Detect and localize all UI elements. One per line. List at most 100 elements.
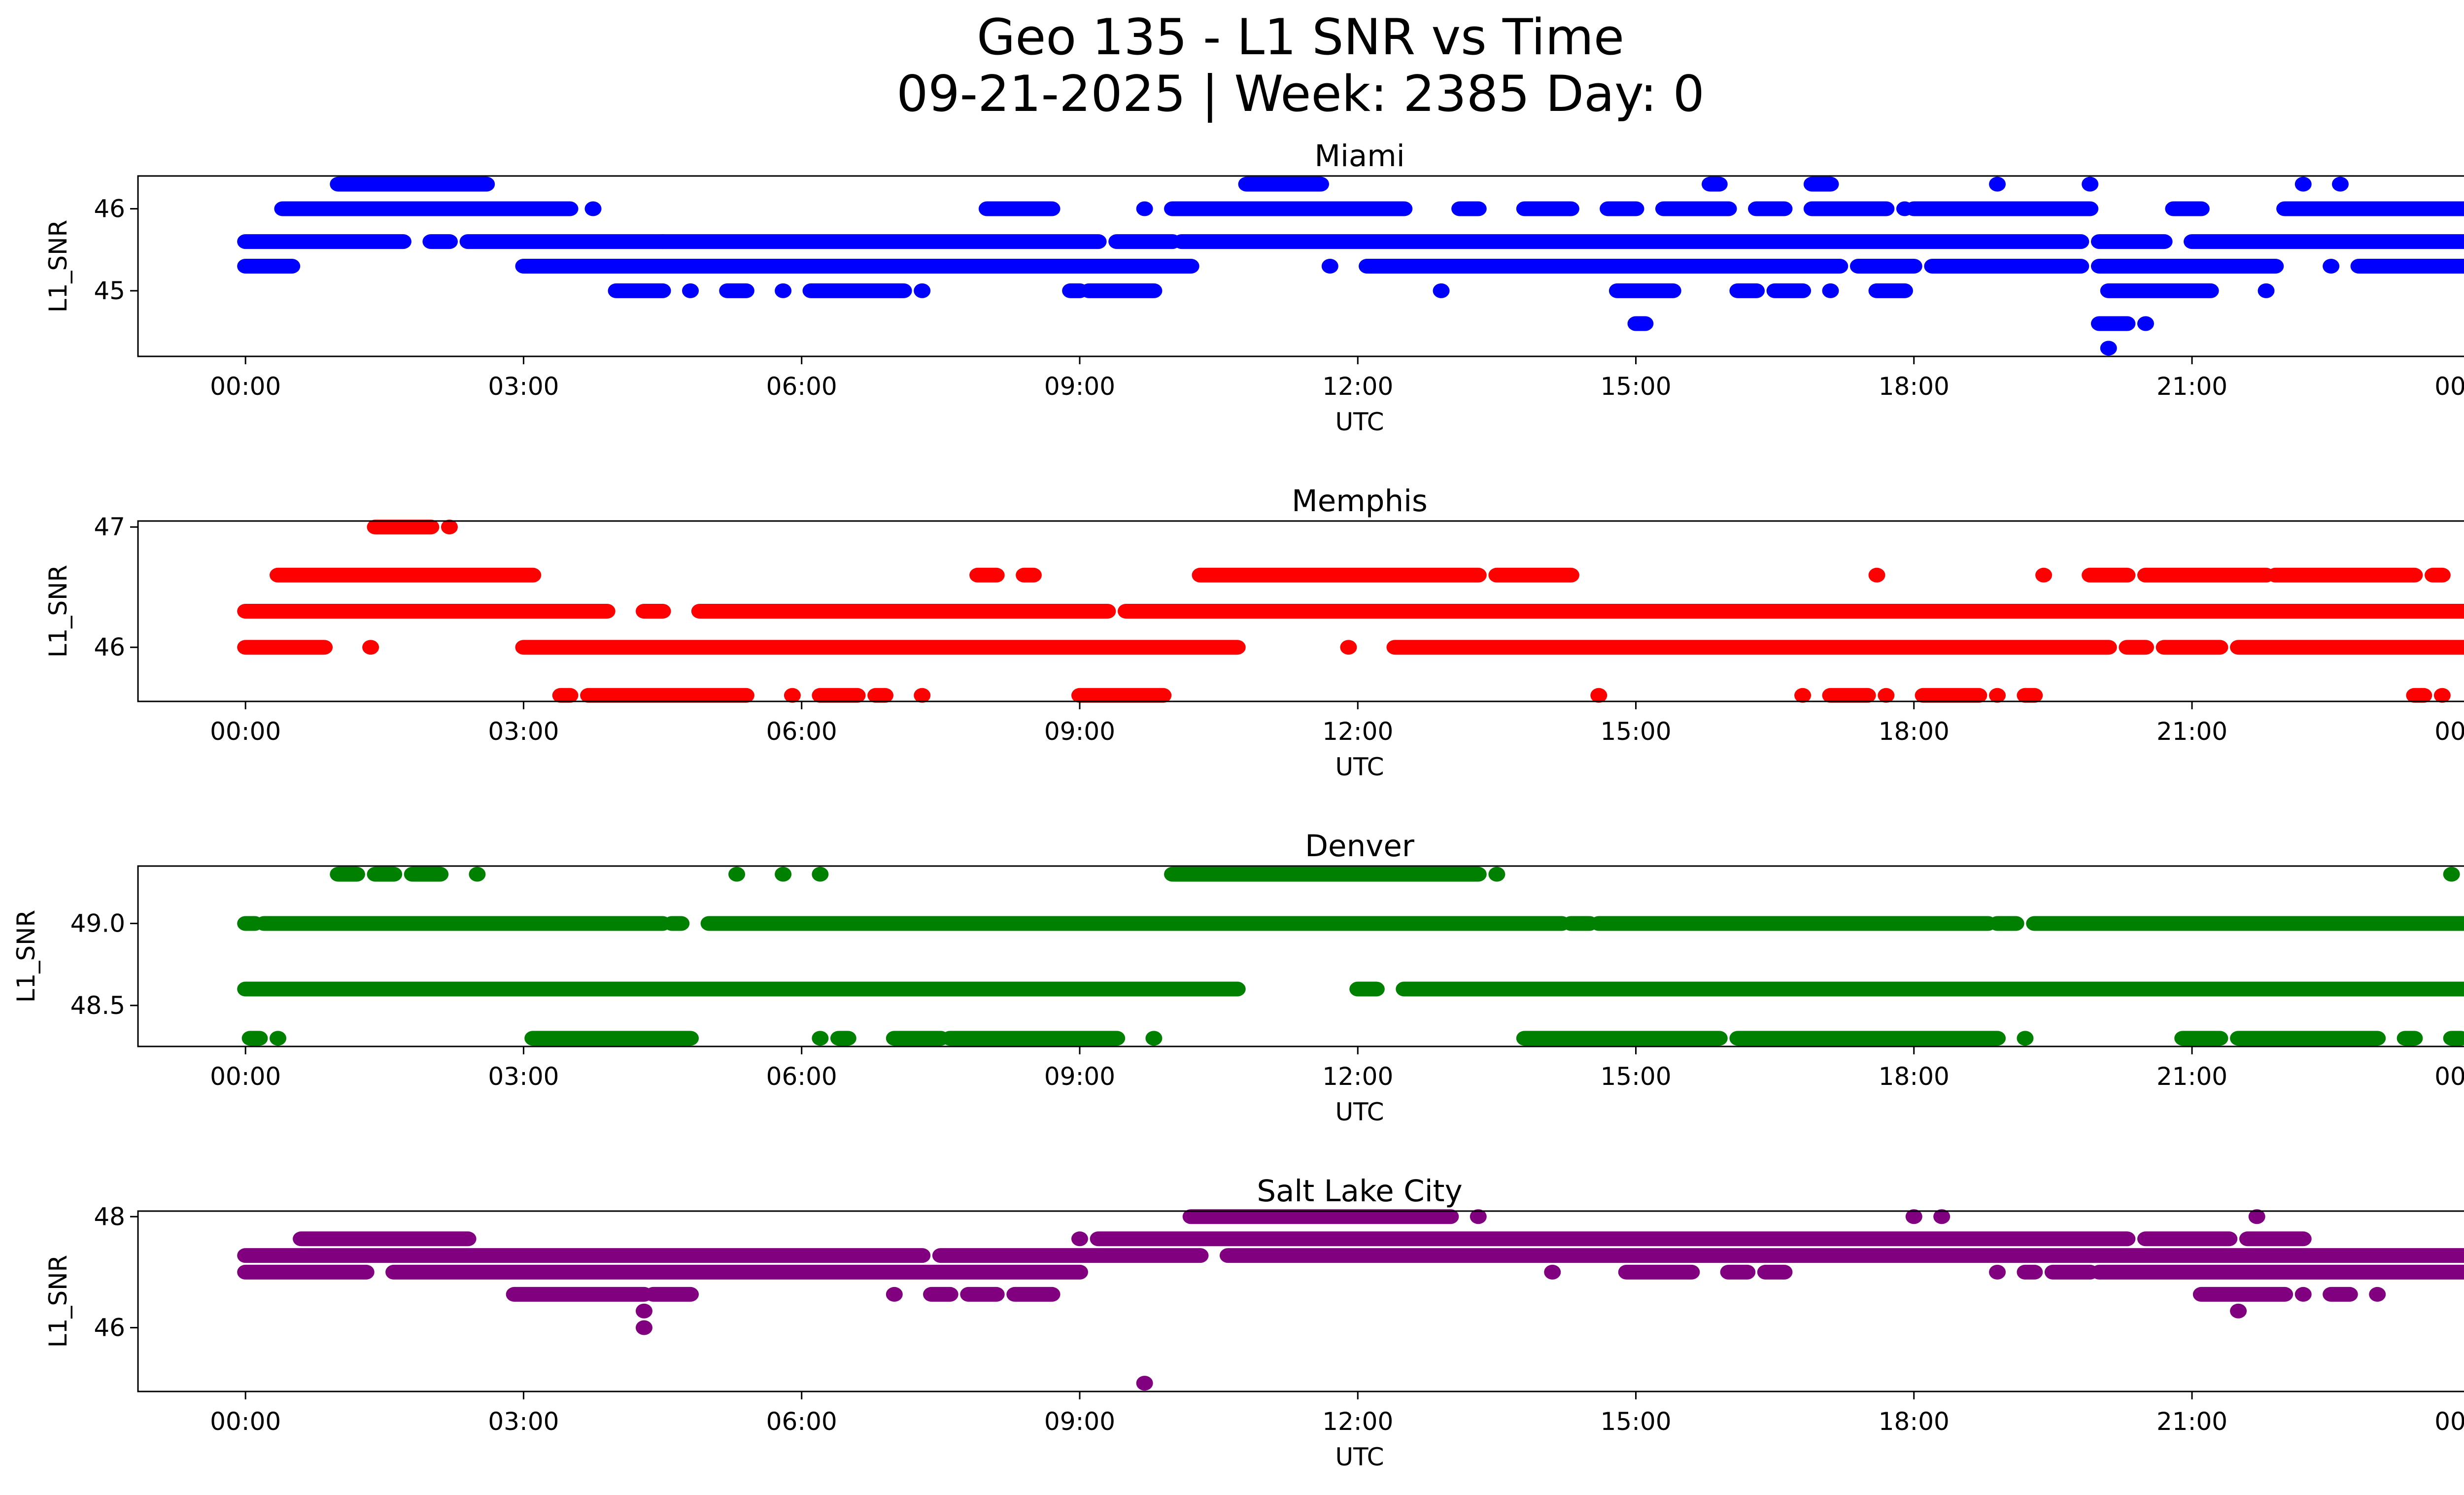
data-point-run [293,1231,477,1247]
data-point-run [654,234,1107,249]
data-point-run [2119,640,2154,655]
axes-frame [137,1210,2464,1392]
x-tick-label: 06:00 [766,1062,837,1091]
data-point-run [1627,316,1654,331]
data-point [1544,1264,1561,1280]
x-axis-label: UTC [1335,753,1384,781]
chart-title: Geo 135 - L1 SNR vs Time [977,8,1624,66]
data-point-run [330,176,495,192]
data-point-run [2100,283,2219,298]
data-point-run [1905,201,2099,216]
x-tick-label: 21:00 [2156,1062,2227,1091]
data-point [2369,1286,2386,1302]
data-point-run [2174,1031,2228,1046]
data-point-run [422,234,458,249]
x-tick-label: 00:00 [2434,1062,2464,1091]
data-point-run [1608,283,1681,298]
x-tick-label: 12:00 [1322,717,1393,746]
data-point-run [1748,201,1793,216]
data-point-run [2323,1286,2358,1302]
x-tick-label: 15:00 [1600,1407,1671,1436]
axes-frame [137,175,2464,357]
data-point-run [1989,916,2024,931]
data-point-run [941,1031,1126,1046]
y-tick-label: 46 [94,633,125,661]
y-axis-label: L1_SNR [12,910,40,1003]
x-tick-label: 03:00 [488,1407,559,1436]
data-point-run [978,201,1061,216]
axes-frame [137,865,2464,1047]
x-tick-label: 09:00 [1044,1407,1115,1436]
data-point-run [237,604,616,619]
data-point [812,1031,829,1046]
data-point [2294,1286,2312,1302]
data-point-run [1915,688,1987,703]
data-point-run [515,259,1199,274]
data-point-run [645,1286,699,1302]
data-point-run [1359,259,1848,274]
data-point-run [2137,567,2275,583]
scatter-series [237,867,2464,1046]
data-point-run [241,1031,268,1046]
x-tick-label: 06:00 [766,1407,837,1436]
y-tick-label: 46 [94,1313,125,1342]
data-point-run [1766,283,1812,298]
data-point-run [932,1248,1209,1263]
data-point [914,283,931,298]
y-axis-label: L1_SNR [44,1255,72,1348]
data-point [2137,316,2154,331]
data-point-run [700,916,1571,931]
x-axis-label: UTC [1335,1443,1384,1471]
data-point-run [2276,201,2464,216]
data-point-run [237,981,1246,997]
scatter-series [237,1209,2464,1391]
data-point [2294,176,2312,192]
data-point-run [1192,567,1487,583]
data-point-run [2230,640,2464,655]
data-point [1136,201,1153,216]
y-axis-label: L1_SNR [44,565,72,658]
data-point-run [2090,316,2136,331]
x-tick-label: 06:00 [766,372,837,401]
x-tick-label: 15:00 [1600,717,1671,746]
data-point-run [691,604,1116,619]
data-point [1590,688,1608,703]
data-point [1822,283,1839,298]
data-point-run [255,916,671,931]
data-point-run [1062,283,1088,298]
data-point-run [524,1031,699,1046]
chart-subtitle: 09-21-2025 | Week: 2385 Day: 0 [896,65,1705,123]
y-tick-label: 49.0 [70,909,125,938]
x-tick-label: 18:00 [1879,372,1950,401]
data-point-run [1451,201,1487,216]
subplots: Miami 00:00 03:00 06:00 09:00 12:00 15:00 18:00… [12,139,2464,1471]
data-point-run [1080,283,1163,298]
data-point-run [2090,234,2173,249]
x-tick-label: 09:00 [1044,717,1115,746]
scatter-series [237,176,2464,356]
data-point [1989,176,2006,192]
data-point [2323,259,2340,274]
y-tick-label: 47 [94,513,125,541]
subplot-title: Miami [1314,139,1404,174]
data-point-run [635,604,671,619]
x-tick-label: 09:00 [1044,372,1115,401]
data-point-run [1173,234,2089,249]
data-point-run [330,867,365,882]
data-point [1794,688,1812,703]
data-point [784,688,801,703]
data-point-run [1868,283,1913,298]
data-point-run [2026,916,2464,931]
subplot-title: Denver [1305,829,1415,864]
data-point [441,520,458,535]
data-point-run [1516,201,1579,216]
subplot-salt-lake-city: Salt Lake City 00:00 03:00 06:00 09:00 12:00 1… [44,1174,2464,1471]
data-point-run [608,283,671,298]
data-point-run [2082,567,2136,583]
data-point-run [1396,981,2464,997]
data-point [1989,1264,2006,1280]
x-tick-label: 00:00 [210,717,281,746]
data-point-run [2156,640,2228,655]
data-point-run [515,640,1246,655]
data-point-run [1849,259,1922,274]
